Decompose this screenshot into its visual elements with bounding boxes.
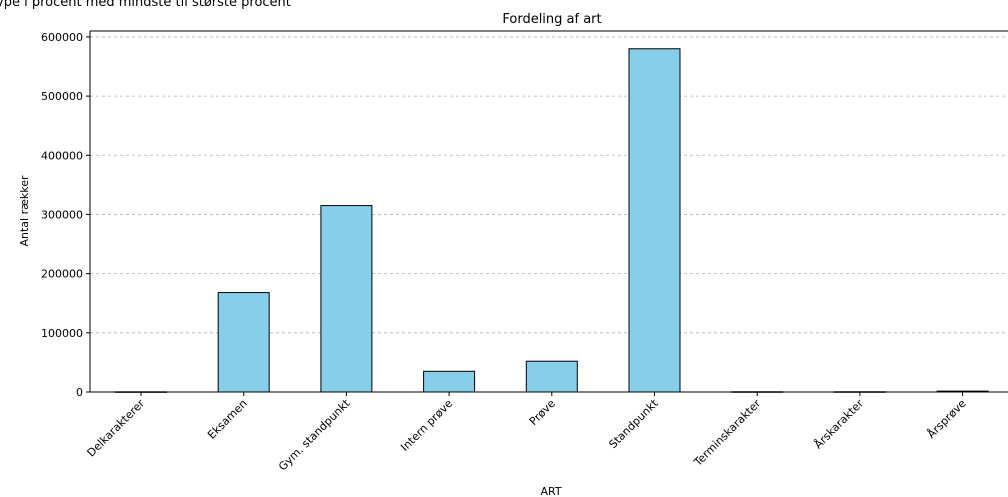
bar — [525, 360, 578, 393]
x-tick-label: Delkarakterer — [85, 397, 148, 460]
bar — [628, 48, 681, 393]
y-tick-label: 100000 — [41, 327, 83, 340]
y-tick-label: 600000 — [41, 31, 83, 44]
bar — [320, 205, 373, 393]
x-axis-label: ART — [540, 485, 561, 497]
x-tick-label: Eksamen — [205, 397, 250, 442]
y-axis-ticks: 0 100000 200000 300000 400000 500000 600000 — [41, 31, 90, 399]
x-axis-ticks: Delkarakterer Eksamen Gym. standpunkt Inter… — [85, 392, 969, 473]
chart-title: Fordeling af art — [502, 12, 601, 27]
x-tick-label: Intern prøve — [398, 397, 455, 454]
x-tick-label: Gym. standpunkt — [276, 396, 353, 473]
x-tick-label: Årsprøve — [925, 397, 969, 441]
x-tick-label: Prøve — [527, 397, 558, 428]
axes-frame — [89, 30, 1008, 393]
bar — [217, 292, 270, 393]
bars — [115, 48, 989, 393]
bar — [423, 370, 476, 393]
y-tick-label: 0 — [76, 386, 83, 399]
y-tick-label: 500000 — [41, 90, 83, 103]
x-tick-label: Årskarakter — [812, 397, 867, 452]
x-tick-label: Terminskarakter — [691, 397, 764, 470]
header-text-fragment: ype i procent med mindste til største pr… — [0, 0, 291, 10]
y-tick-label: 200000 — [41, 268, 83, 281]
y-tick-label: 400000 — [41, 149, 83, 162]
y-axis-label: Antal rækker — [18, 175, 31, 247]
x-tick-label: Standpunkt — [606, 396, 661, 451]
y-tick-label: 300000 — [41, 208, 83, 221]
